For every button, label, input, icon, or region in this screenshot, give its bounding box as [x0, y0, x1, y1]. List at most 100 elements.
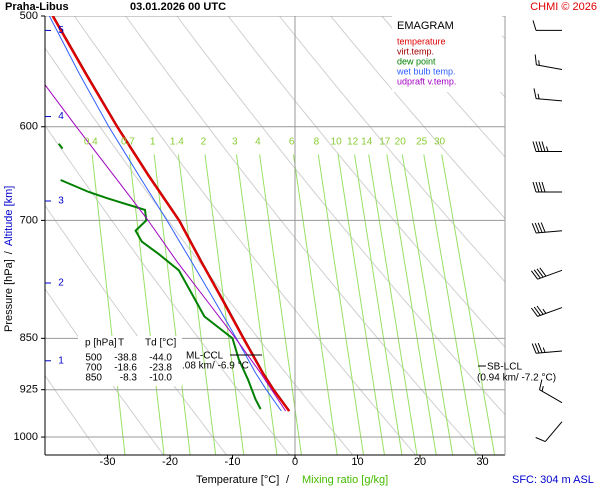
table-cell: -44.0: [149, 353, 172, 364]
mixing-ratio-line: [423, 154, 477, 455]
mixing-ratio-label: 30: [434, 136, 446, 147]
wind-barb: [533, 88, 563, 102]
dry-adiabat: [227, 16, 505, 348]
mixing-ratio-line: [386, 154, 437, 455]
ml-ccl-value: .08 km/ -6.9 °C: [182, 361, 249, 372]
mixing-ratio-label: 3: [232, 136, 238, 147]
wind-barb: [531, 222, 563, 234]
legend-entry: virt.temp.: [397, 46, 434, 56]
y-tick-label: 850: [20, 332, 38, 344]
mixing-ratio-label: 0.7: [121, 136, 135, 147]
legend-entry: dew point: [397, 56, 436, 66]
wind-barb: [532, 181, 563, 193]
mixing-ratio-line: [317, 154, 365, 455]
dry-adiabat: [45, 288, 165, 455]
plot-area: [45, 16, 505, 455]
profile-line: [58, 143, 262, 410]
mixing-ratio-line: [91, 154, 126, 455]
mixing-ratio-line: [337, 154, 385, 455]
mixing-ratio-label: 17: [379, 136, 391, 147]
y-axis-label: Pressure [hPa]: [3, 259, 15, 332]
mixing-ratio-line: [401, 154, 454, 455]
mixing-ratio-label: 1: [150, 136, 156, 147]
legend-title: EMAGRAM: [397, 20, 454, 32]
table-header: T: [118, 338, 124, 349]
mixing-ratio-label: 6: [289, 136, 295, 147]
wind-barb: [532, 20, 563, 31]
dry-adiabat: [278, 16, 505, 283]
mixing-ratio-label: 2: [201, 136, 207, 147]
altitude-label: 4: [58, 111, 64, 122]
table-cell: -10.0: [149, 373, 172, 384]
table-box: [78, 336, 182, 386]
y-tick-label: 500: [20, 10, 38, 22]
sb-lcl-value: (0.94 km/ -7.2 °C): [477, 373, 556, 384]
credit: CHMI © 2026: [530, 1, 597, 13]
x-axis-label: Temperature [°C]: [196, 474, 279, 486]
mixing-ratio-label: 8: [314, 136, 320, 147]
mixing-ratio-line: [354, 154, 403, 455]
wind-barb: [530, 267, 563, 280]
wind-barb: [531, 342, 563, 354]
x-tick-label: 20: [414, 456, 426, 468]
wind-barb: [530, 305, 563, 317]
mixing-ratio-label: 14: [361, 136, 373, 147]
mixing-ratio-label: 12: [347, 136, 359, 147]
y-axis-label-altitude: Altitude [km]: [3, 186, 15, 247]
footer: SFC: 304 m ASL: [512, 474, 594, 486]
profile-line: [45, 84, 287, 412]
table-header: p [hPa]: [85, 338, 117, 349]
x-tick-label: -20: [162, 456, 178, 468]
table-cell: -8.3: [120, 373, 138, 384]
altitude-label: 3: [58, 196, 64, 207]
wind-barb: [534, 54, 563, 70]
altitude-label: 5: [58, 25, 64, 36]
y-tick-label: 925: [20, 384, 38, 396]
x-tick-label: 30: [476, 456, 488, 468]
table-header: Td [°C]: [145, 338, 176, 349]
legend-entry: udpraft v.temp.: [397, 76, 456, 86]
mixing-ratio-label: 4: [255, 136, 261, 147]
table-cell: -38.8: [114, 353, 137, 364]
y-tick-label: 700: [20, 214, 38, 226]
table-cell: -18.6: [114, 363, 137, 374]
sb-lcl-label: SB-LCL: [487, 362, 522, 373]
altitude-label: 1: [58, 355, 64, 366]
altitude-label: 2: [58, 278, 64, 289]
mixing-ratio-line: [441, 154, 496, 455]
dry-adiabat: [45, 204, 228, 455]
dry-adiabat: [124, 16, 480, 455]
x-axis-label-mixing: Mixing ratio [g/kg]: [302, 474, 388, 486]
mixing-ratio-line: [128, 154, 165, 455]
legend-entry: temperature: [397, 36, 446, 46]
mixing-ratio-label: 0.4: [84, 136, 98, 147]
table-cell: 700: [85, 363, 102, 374]
legend-entry: wet bulb temp.: [396, 66, 456, 76]
ml-ccl-label: ML-CCL: [186, 351, 224, 362]
mixing-ratio-line: [292, 154, 338, 455]
mixing-ratio-line: [235, 154, 278, 455]
table-cell: -23.8: [149, 363, 172, 374]
profile-line: [51, 16, 290, 412]
wind-barb: [532, 141, 563, 153]
profile-line: [48, 16, 282, 412]
mixing-ratio-line: [153, 154, 191, 455]
dry-adiabat: [45, 124, 291, 455]
dry-adiabat: [381, 16, 505, 158]
x-tick-label: -30: [100, 456, 116, 468]
mixing-ratio-label: 10: [331, 136, 343, 147]
table-cell: 850: [85, 373, 102, 384]
y-axis-label-group: Pressure [hPa] / Altitude [km]: [3, 186, 15, 332]
wind-barb: [535, 421, 563, 443]
mixing-ratio-line: [368, 154, 418, 455]
mixing-ratio-label: 20: [395, 136, 407, 147]
mixing-ratio-line: [177, 154, 217, 455]
x-tick-label: -10: [225, 456, 241, 468]
table-cell: 500: [85, 353, 102, 364]
mixing-ratio-line: [204, 154, 245, 455]
x-axis-separator: /: [286, 474, 290, 486]
x-tick-label: 10: [351, 456, 363, 468]
mixing-ratio-label: 25: [416, 136, 428, 147]
dry-adiabat: [73, 16, 417, 455]
